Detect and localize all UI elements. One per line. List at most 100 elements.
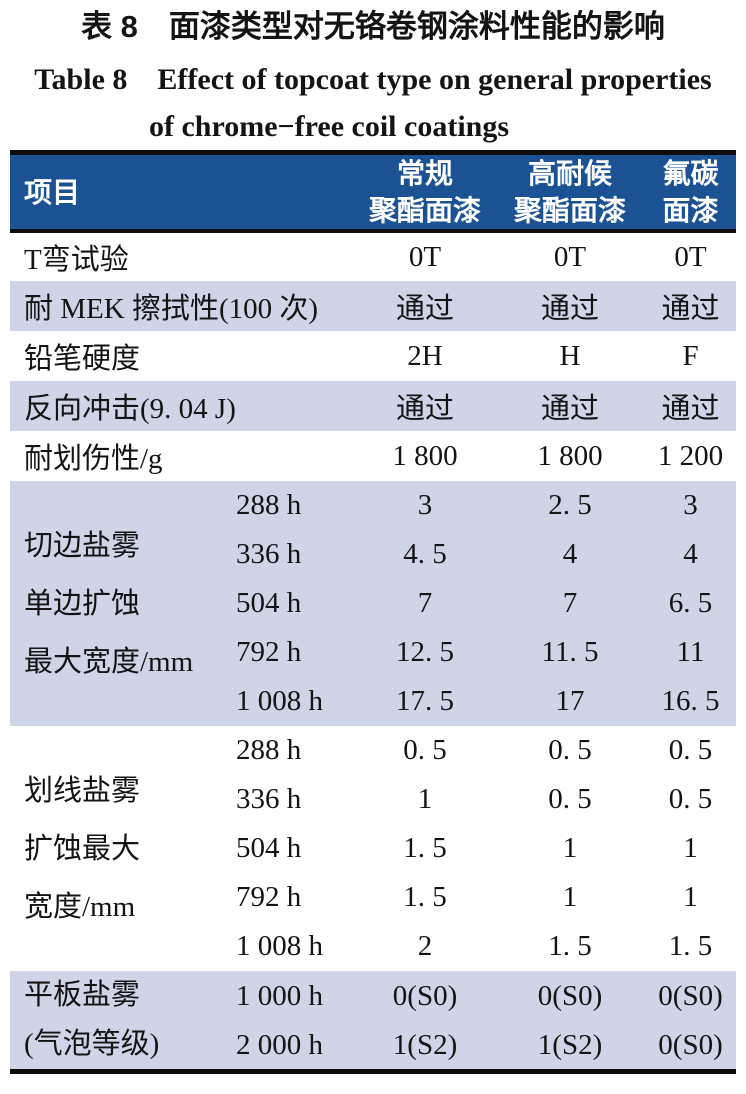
row-label: 反向冲击(9. 04 J)	[10, 381, 356, 431]
time-cell: 1 008 h	[236, 930, 323, 962]
header-line: 面漆	[662, 195, 719, 226]
time-cell: 1 008 h	[230, 677, 356, 726]
header-cell-fluorocarbon: 氟碳 面漆	[645, 152, 737, 233]
value-cell: 6. 5	[645, 579, 737, 628]
value-cell: 17. 5	[355, 677, 496, 726]
value-cell: 11	[645, 628, 737, 677]
value-cell: 7	[355, 579, 496, 628]
value-cell: 17	[495, 677, 646, 726]
value-cell: 2H	[407, 339, 443, 372]
value-cell: 1	[562, 881, 578, 913]
row-reverse-impact: 反向冲击(9. 04 J) 通过 通过 通过	[10, 381, 737, 431]
group-label-flat-panel-salt-spray: 平板盐雾 (气泡等级)	[10, 971, 230, 1072]
row-label: 耐划伤性/g	[24, 443, 163, 475]
group-label-line: (气泡等级)	[24, 1028, 160, 1060]
value-cell: 0. 5	[668, 783, 713, 815]
row-scratch-resistance: 耐划伤性/g 1 800 1 800 1 200	[10, 431, 736, 481]
page-container: 表 8 面漆类型对无铬卷钢涂料性能的影响 Table 8 Effect of t…	[0, 6, 746, 1074]
value-cell: 通过	[645, 281, 737, 331]
value-cell: 2. 5	[495, 481, 646, 530]
value-cell: 0(S0)	[645, 1021, 737, 1072]
header-line: 高耐候	[528, 158, 613, 189]
time-cell: 336 h	[230, 530, 356, 579]
header-line: 氟碳	[662, 158, 719, 189]
group-label-line: 宽度/mm	[24, 890, 136, 923]
value-cell: 2	[417, 930, 433, 962]
row-mek-rub-resistance: 耐 MEK 擦拭性(100 次) 通过 通过 通过	[10, 281, 737, 331]
header-line: 常规	[397, 158, 454, 189]
table-title-en-line1: Table 8 Effect of topcoat type on genera…	[34, 63, 712, 96]
time-cell: 504 h	[236, 832, 302, 864]
value-cell: 0. 5	[548, 783, 592, 815]
header-row: 项目 常规 聚酯面漆 高耐候 聚酯面漆 氟碳 面漆	[10, 152, 737, 233]
row-cut-edge-792h: 792 h 12. 5 11. 5 11	[10, 628, 737, 677]
row-scribe-336h: 336 h 1 0. 5 0. 5	[10, 775, 736, 824]
value-cell: 1 800	[537, 439, 603, 472]
value-cell: 通过	[355, 381, 496, 431]
value-cell: 1. 5	[668, 930, 713, 962]
value-cell: 0(S0)	[355, 971, 496, 1022]
value-cell: 0(S0)	[495, 971, 646, 1022]
value-cell: 0(S0)	[645, 971, 737, 1022]
row-flat-panel-2000h: 2 000 h 1(S2) 1(S2) 0(S0)	[10, 1021, 737, 1072]
properties-table: 项目 常规 聚酯面漆 高耐候 聚酯面漆 氟碳 面漆 T弯试验 0T 0T	[10, 150, 737, 1074]
value-cell: 3	[355, 481, 496, 530]
time-cell: 2 000 h	[230, 1021, 356, 1072]
row-cut-edge-504h: 504 h 7 7 6. 5	[10, 579, 737, 628]
row-scribe-504h: 504 h 1. 5 1 1	[10, 824, 736, 873]
value-cell: 11. 5	[495, 628, 646, 677]
time-cell: 288 h	[236, 734, 302, 766]
value-cell: 通过	[495, 281, 646, 331]
group-label-line: 划线盐雾	[24, 774, 141, 807]
value-cell: 1	[417, 783, 433, 815]
header-cell-high-weather-polyester: 高耐候 聚酯面漆	[495, 152, 646, 233]
value-cell: 4. 5	[355, 530, 496, 579]
table-title-en: Table 8 Effect of topcoat type on genera…	[0, 56, 746, 150]
row-flat-panel-1000h: 平板盐雾 (气泡等级) 1 000 h 0(S0) 0(S0) 0(S0)	[10, 971, 737, 1072]
value-cell: 7	[495, 579, 646, 628]
row-cut-edge-288h: 切边盐雾 单边扩蚀 最大宽度/mm 288 h 3 2. 5 3	[10, 481, 737, 726]
time-cell: 288 h	[230, 481, 356, 530]
value-cell: 通过	[495, 381, 646, 431]
value-cell: F	[682, 339, 699, 372]
group-label-line: 切边盐雾	[24, 529, 141, 562]
row-pencil-hardness: 铅笔硬度 2H H F	[10, 331, 736, 381]
table-title-zh: 表 8 面漆类型对无铬卷钢涂料性能的影响	[81, 9, 665, 44]
value-cell: 0. 5	[403, 734, 447, 766]
value-cell: 通过	[645, 381, 737, 431]
time-cell: 504 h	[230, 579, 356, 628]
value-cell: 4	[495, 530, 646, 579]
value-cell: 0. 5	[668, 734, 713, 766]
time-cell: 792 h	[236, 881, 302, 913]
group-label-line: 最大宽度/mm	[24, 645, 194, 678]
value-cell: 0T	[408, 240, 442, 273]
value-cell: 1. 5	[548, 930, 592, 962]
value-cell: 1(S2)	[495, 1021, 646, 1072]
value-cell: 0T	[674, 240, 707, 273]
time-cell: 1 000 h	[230, 971, 356, 1022]
group-label-line: 平板盐雾	[24, 979, 141, 1011]
row-label: 耐 MEK 擦拭性(100 次)	[10, 281, 356, 331]
value-cell: 1. 5	[403, 832, 447, 864]
time-cell: 336 h	[236, 783, 302, 815]
time-cell: 792 h	[230, 628, 356, 677]
value-cell: 0T	[553, 240, 587, 273]
value-cell: 1 200	[657, 439, 724, 472]
value-cell: 1	[562, 832, 578, 864]
value-cell: 1	[683, 832, 698, 864]
value-cell: 1	[683, 881, 698, 913]
row-scribe-792h: 792 h 1. 5 1 1	[10, 873, 736, 922]
value-cell: 1 800	[392, 439, 458, 472]
row-label: T弯试验	[24, 244, 129, 276]
header-cell-item: 项目	[10, 152, 356, 233]
table-title-en-line2: of chrome−free coil coatings	[148, 110, 510, 143]
value-cell: 16. 5	[645, 677, 737, 726]
group-label-line: 扩蚀最大	[24, 832, 141, 865]
value-cell: 通过	[355, 281, 496, 331]
row-cut-edge-1008h: 1 008 h 17. 5 17 16. 5	[10, 677, 737, 726]
group-label-cut-edge-salt-spray: 切边盐雾 单边扩蚀 最大宽度/mm	[10, 481, 230, 726]
value-cell: H	[559, 339, 581, 372]
value-cell: 0. 5	[548, 734, 592, 766]
header-line: 聚酯面漆	[369, 195, 482, 226]
value-cell: 1(S2)	[355, 1021, 496, 1072]
